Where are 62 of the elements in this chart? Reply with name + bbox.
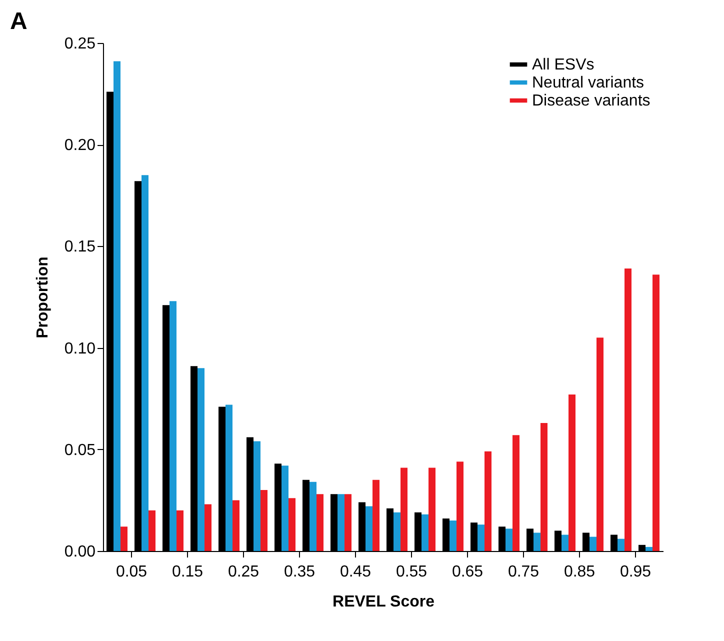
bar xyxy=(316,494,324,551)
bar xyxy=(568,394,576,551)
bar xyxy=(400,468,408,551)
x-tick-label: 0.85 xyxy=(564,564,596,580)
legend-label: All ESVs xyxy=(532,56,594,74)
bar xyxy=(478,524,484,551)
x-tick-label: 0.15 xyxy=(172,564,204,580)
bar xyxy=(120,526,128,551)
x-tick-label: 0.05 xyxy=(116,564,148,580)
x-tick-label: 0.35 xyxy=(284,564,316,580)
bar xyxy=(450,520,456,551)
x-tick-label: 0.95 xyxy=(620,564,652,580)
y-tick-label: 0.00 xyxy=(64,544,96,560)
text: A xyxy=(10,8,28,36)
x-tick-label: 0.55 xyxy=(396,564,428,580)
bar xyxy=(260,490,268,551)
bar xyxy=(506,528,512,551)
bar xyxy=(428,468,436,551)
y-tick-label: 0.20 xyxy=(64,137,96,154)
bar xyxy=(484,451,492,551)
y-tick-label: 0.10 xyxy=(64,340,96,358)
bar xyxy=(540,422,548,551)
bar xyxy=(310,482,316,551)
y-tick-label: 0.15 xyxy=(64,238,96,256)
bar xyxy=(204,504,212,551)
bar xyxy=(562,534,568,551)
bar xyxy=(366,506,372,551)
bar xyxy=(226,404,232,551)
bar xyxy=(512,435,520,551)
bar xyxy=(394,512,400,551)
bar xyxy=(590,536,596,551)
bar xyxy=(618,538,624,551)
bar xyxy=(142,175,148,551)
legend-label: Neutral variants xyxy=(532,74,644,92)
bar xyxy=(624,268,632,551)
bar xyxy=(170,301,176,551)
bar xyxy=(114,61,120,551)
x-tick-label: 0.25 xyxy=(228,564,260,580)
y-axis-title: Proportion xyxy=(34,256,52,338)
bar xyxy=(646,546,652,551)
bar xyxy=(282,466,288,551)
bar xyxy=(338,494,344,551)
bar xyxy=(344,494,352,551)
bar xyxy=(198,368,204,551)
bar xyxy=(596,338,604,551)
bar xyxy=(534,532,540,551)
bar xyxy=(372,480,380,551)
bar xyxy=(176,510,184,551)
bar xyxy=(652,274,660,551)
x-tick-label: 0.75 xyxy=(508,564,540,580)
bar xyxy=(148,510,156,551)
bar xyxy=(456,462,464,551)
x-tick-label: 0.65 xyxy=(452,564,484,580)
bar xyxy=(288,498,296,551)
legend-label: Disease variants xyxy=(532,92,650,110)
bar xyxy=(422,514,428,551)
bar xyxy=(232,500,240,551)
x-tick-label: 0.45 xyxy=(340,564,372,580)
y-tick-label: 0.05 xyxy=(64,442,96,459)
x-axis-title: REVEL Score xyxy=(332,594,435,610)
y-tick-label: 0.25 xyxy=(64,36,96,52)
bar xyxy=(254,441,260,551)
